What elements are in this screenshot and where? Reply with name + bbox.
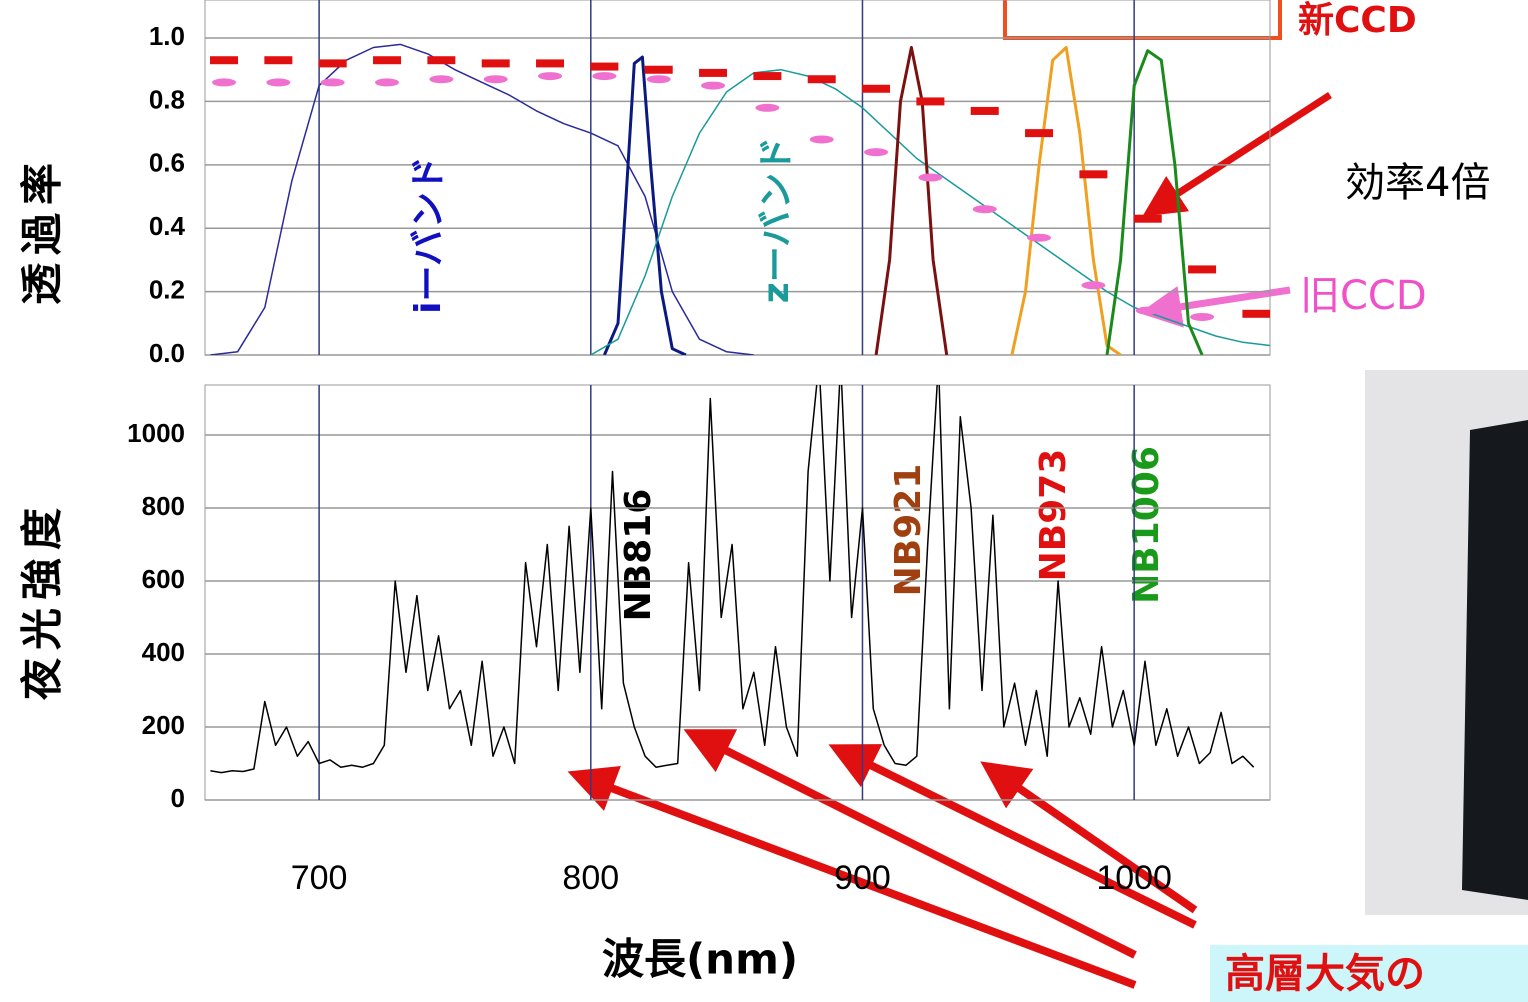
ccd-marker	[320, 78, 345, 87]
arrow	[683, 729, 1137, 959]
ccd-marker	[1079, 170, 1108, 179]
ccd-marker	[483, 75, 508, 84]
ccd-marker	[1133, 214, 1162, 223]
y-axis-label: 透過率	[18, 155, 67, 305]
ccd-marker	[266, 78, 291, 87]
y-tick-label: 200	[142, 710, 185, 740]
x-axis-label: 波長(nm)	[602, 935, 798, 984]
new-ccd-label: 新CCD	[1298, 0, 1417, 41]
y-tick-label: 400	[142, 637, 185, 667]
old-ccd-label: 旧CCD	[1300, 273, 1427, 319]
ccd-marker	[481, 59, 510, 68]
y-tick-label: 0.2	[149, 274, 185, 304]
x-tick-label: 800	[562, 859, 619, 897]
ccd-marker	[590, 62, 619, 71]
ccd-marker	[318, 59, 347, 68]
photo-object	[1462, 420, 1528, 900]
ccd-marker	[1081, 281, 1106, 290]
series-line	[210, 385, 1255, 774]
ccd-marker	[644, 65, 673, 74]
y-tick-label: 0	[171, 783, 185, 813]
plot-area	[210, 43, 1270, 355]
arrow	[567, 765, 1137, 989]
arrow	[828, 744, 1197, 929]
arrow	[1142, 92, 1332, 217]
y-tick-label: 0.4	[149, 211, 186, 241]
series-label: NB973	[1033, 449, 1074, 582]
y-tick-label: 0.0	[149, 338, 185, 368]
series-label: NB1006	[1126, 446, 1167, 604]
x-tick-label: 900	[834, 859, 891, 897]
ccd-marker	[1027, 233, 1052, 242]
ccd-marker	[1025, 129, 1054, 138]
ccd-marker	[427, 56, 456, 65]
ccd-marker	[701, 81, 726, 90]
caption-box	[1210, 945, 1528, 1002]
series-line	[590, 68, 1270, 355]
ccd-marker	[1135, 306, 1160, 315]
series-line	[1010, 46, 1122, 355]
series-label: NB816	[618, 489, 659, 622]
ccd-marker	[264, 56, 293, 65]
ccd-marker	[1242, 309, 1270, 318]
series-line	[210, 43, 754, 355]
arrow	[1139, 286, 1291, 328]
ccd-marker	[864, 148, 889, 157]
y-tick-label: 1000	[127, 418, 185, 448]
series-line	[603, 55, 687, 355]
ccd-marker	[972, 205, 997, 214]
series-label: NB921	[888, 464, 929, 597]
callout-box	[1003, 0, 1282, 40]
ccd-marker	[809, 135, 834, 144]
chart: 0.0 0.2 0.4 0.6 0.8 1.0 透過率 iーバンド NB816 zーバンド NB92…	[18, 0, 1271, 621]
plot-frame	[204, 0, 1271, 356]
ccd-marker	[592, 72, 617, 81]
arrows	[567, 729, 1198, 989]
x-tick-label: 1000	[1096, 859, 1172, 897]
y-tick-label: 0.6	[149, 148, 185, 178]
y-tick-label: 0.8	[149, 84, 185, 114]
ccd-marker	[807, 75, 836, 84]
ccd-marker	[1190, 312, 1215, 321]
plot-frame	[204, 384, 1271, 801]
ccd-marker	[538, 72, 563, 81]
series-label: zーバンド	[756, 137, 797, 303]
y-tick-label: 1.0	[149, 21, 185, 51]
ccd-marker	[373, 56, 402, 65]
series-label: iーバンド	[408, 156, 449, 314]
ccd-marker	[1188, 265, 1217, 274]
ccd-marker	[429, 75, 454, 84]
ccd-marker	[755, 103, 780, 112]
ccd-marker	[699, 68, 728, 77]
x-tick-label: 700	[291, 859, 348, 897]
ccd-marker	[753, 72, 782, 81]
ccd-marker	[916, 97, 945, 106]
ccd-marker	[212, 78, 237, 87]
series-line	[874, 46, 949, 355]
arrow	[980, 761, 1198, 914]
ccd-marker	[970, 106, 999, 115]
ccd-marker	[375, 78, 400, 87]
ccd-marker	[536, 59, 565, 68]
ccd-marker	[210, 56, 239, 65]
ccd-marker	[862, 84, 891, 93]
y-tick-label: 600	[142, 564, 185, 594]
y-axis-label: 夜光強度	[18, 500, 67, 701]
series-line	[1105, 49, 1204, 355]
ccd-marker	[646, 75, 671, 84]
ccd-marker	[918, 173, 943, 182]
efficiency-note: 効率4倍	[1345, 160, 1490, 206]
y-tick-label: 800	[142, 491, 185, 521]
plot-area	[210, 385, 1255, 774]
caption: 高層大気の	[1225, 951, 1425, 997]
